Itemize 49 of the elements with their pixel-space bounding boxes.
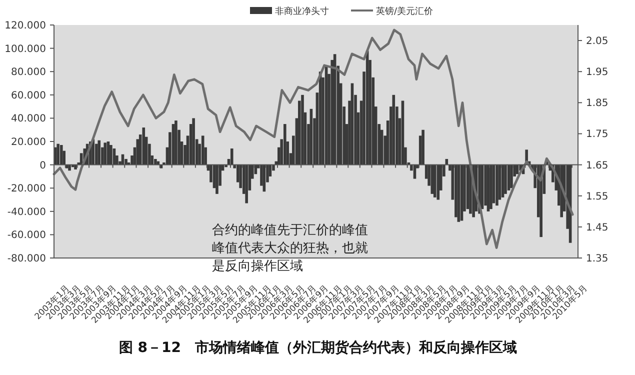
bar <box>174 120 178 165</box>
y-tick-label: 80.000 <box>11 67 46 78</box>
annotation: 合约的峰值先于汇价的峰值峰值代表大众的狂热，也就是反向操作区域 <box>212 222 369 276</box>
bar <box>540 164 542 238</box>
y2-tick-label: 1.45 <box>586 222 608 234</box>
y2-tick-label: 1.35 <box>586 254 608 264</box>
y-tick-label: -80.000 <box>7 254 46 264</box>
y-tick-label: -60.000 <box>7 230 46 242</box>
y-tick-label: 20.000 <box>11 137 46 148</box>
y2-tick-label: 2.05 <box>586 36 608 48</box>
bar <box>216 164 218 194</box>
text: 图 8－12 市场情绪峰值（外汇期货合约代表）和反向操作区域 <box>118 339 518 356</box>
y-tick-label: 0 <box>40 160 46 172</box>
bar <box>154 158 157 165</box>
y2-tick-label: 1.55 <box>586 191 608 202</box>
bar <box>433 164 436 198</box>
bar <box>142 128 146 165</box>
bar <box>230 148 234 165</box>
y2-tick-label: 1.65 <box>586 160 608 172</box>
bar <box>430 164 434 194</box>
y2-tick-label: 1.95 <box>586 67 608 78</box>
y-tick-label: -20.000 <box>7 184 46 195</box>
bar <box>245 164 248 204</box>
bar <box>436 164 440 200</box>
bar <box>283 124 286 165</box>
bar <box>510 164 513 188</box>
bar <box>301 94 304 165</box>
bar <box>98 140 101 165</box>
bar <box>156 161 160 165</box>
legend-label: 英镑/美元汇价 <box>376 6 434 17</box>
y-tick-label: -40.000 <box>7 206 46 218</box>
bar <box>68 164 71 171</box>
bar <box>110 144 112 165</box>
bar <box>60 144 63 165</box>
bar <box>124 158 128 165</box>
y-tick-label: 40.000 <box>11 114 46 125</box>
bar <box>104 142 107 165</box>
legend-label: 非商业净头寸 <box>275 6 329 17</box>
bar <box>192 118 195 165</box>
y-tick-label: 100.000 <box>4 44 46 55</box>
y2-tick-label: 1.85 <box>586 98 608 110</box>
bar <box>496 164 498 206</box>
y2-tick-label: 1.75 <box>586 129 608 140</box>
y-tick-label: 60.000 <box>11 90 46 102</box>
bar <box>422 130 424 165</box>
bar <box>56 144 60 165</box>
bar <box>504 164 507 194</box>
y-tick-label: 120.000 <box>4 20 46 32</box>
bar <box>392 94 396 165</box>
